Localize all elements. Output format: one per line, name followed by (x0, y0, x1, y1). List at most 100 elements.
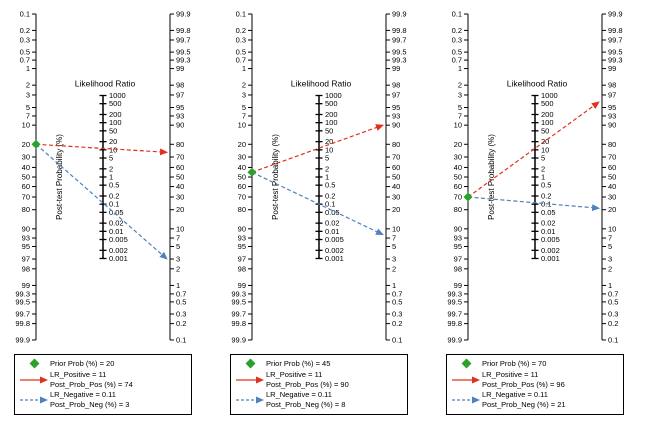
legend-row-pretest: Prior Prob (%) = 20 (18, 358, 187, 369)
pretest-marker (247, 167, 257, 177)
svg-text:1: 1 (325, 173, 329, 182)
svg-text:10: 10 (176, 224, 184, 233)
svg-text:80: 80 (22, 205, 30, 214)
lr-negative-line (35, 143, 168, 260)
svg-text:100: 100 (325, 118, 338, 127)
svg-text:93: 93 (22, 234, 30, 243)
legend-pretest-label: Prior Prob (%) = 70 (482, 359, 547, 368)
svg-text:99.7: 99.7 (15, 310, 30, 319)
svg-text:97: 97 (22, 255, 30, 264)
svg-text:0.01: 0.01 (325, 227, 340, 236)
svg-text:98: 98 (608, 81, 616, 90)
lr-positive-arrow-icon (450, 375, 482, 385)
svg-text:0.002: 0.002 (325, 246, 344, 255)
svg-text:0.5: 0.5 (392, 297, 402, 306)
svg-text:500: 500 (541, 99, 554, 108)
svg-text:80: 80 (454, 205, 462, 214)
svg-text:3: 3 (26, 90, 30, 99)
legend-lr-negative-label: LR_Negative = 0.11 Post_Prob_Neg (%) = 3 (50, 390, 130, 409)
svg-text:95: 95 (22, 242, 30, 251)
svg-text:200: 200 (325, 110, 338, 119)
svg-text:2: 2 (109, 164, 113, 173)
svg-text:30: 30 (176, 192, 184, 201)
svg-text:99.5: 99.5 (231, 297, 246, 306)
legend-lr-positive-label: LR_Positive = 11 Post_Prob_Pos (%) = 96 (482, 369, 565, 389)
svg-text:0.2: 0.2 (236, 26, 246, 35)
legend-row-lr-negative: LR_Negative = 0.11 Post_Prob_Neg (%) = 2… (450, 390, 619, 410)
svg-text:50: 50 (22, 173, 30, 182)
svg-text:0.5: 0.5 (452, 48, 462, 57)
svg-text:80: 80 (608, 140, 616, 149)
svg-text:60: 60 (176, 163, 184, 172)
lr-negative-line (467, 196, 600, 212)
svg-text:0.7: 0.7 (236, 56, 246, 65)
svg-text:97: 97 (454, 255, 462, 264)
svg-text:40: 40 (608, 182, 616, 191)
svg-text:5: 5 (26, 103, 30, 112)
svg-text:0.01: 0.01 (541, 227, 556, 236)
svg-text:2: 2 (458, 81, 462, 90)
nomogram-plot: 0.10.20.30.50.71235710203040506070809093… (15, 10, 191, 345)
svg-text:0.005: 0.005 (109, 235, 128, 244)
nomogram-panel-1: 0.1 0.2 0.3 0.5 0.7 1 2 3 5 7 10 20 30 40 50 60 70 80 90 93… (0, 0, 216, 441)
svg-text:40: 40 (22, 163, 30, 172)
svg-text:99.9: 99.9 (176, 10, 191, 19)
svg-text:70: 70 (608, 153, 616, 162)
svg-text:90: 90 (176, 121, 184, 130)
svg-text:1: 1 (109, 173, 113, 182)
pretest-marker-icon (234, 358, 266, 369)
svg-text:99.8: 99.8 (15, 319, 30, 328)
svg-text:99.5: 99.5 (15, 297, 30, 306)
svg-text:0.02: 0.02 (541, 219, 556, 228)
svg-text:3: 3 (242, 90, 246, 99)
svg-text:70: 70 (238, 192, 246, 201)
legend-pretest-label: Prior Prob (%) = 20 (50, 359, 115, 368)
legend-row-pretest: Prior Prob (%) = 70 (450, 358, 619, 369)
svg-text:99.7: 99.7 (392, 35, 407, 44)
svg-text:1000: 1000 (541, 91, 558, 100)
svg-text:50: 50 (109, 126, 117, 135)
svg-text:60: 60 (392, 163, 400, 172)
svg-text:30: 30 (392, 192, 400, 201)
svg-text:0.2: 0.2 (176, 319, 186, 328)
svg-text:90: 90 (238, 224, 246, 233)
pretest-marker (463, 192, 473, 202)
svg-text:98: 98 (176, 81, 184, 90)
svg-text:0.7: 0.7 (176, 289, 186, 298)
legend-lr-negative-label: LR_Negative = 0.11 Post_Prob_Neg (%) = 2… (482, 390, 566, 409)
svg-text:50: 50 (238, 173, 246, 182)
svg-text:0.005: 0.005 (325, 235, 344, 244)
svg-text:97: 97 (238, 255, 246, 264)
svg-text:10: 10 (22, 121, 30, 130)
svg-text:99.3: 99.3 (392, 56, 407, 65)
svg-text:0.2: 0.2 (608, 319, 618, 328)
svg-text:98: 98 (238, 264, 246, 273)
svg-text:1: 1 (608, 281, 612, 290)
likelihood-ratio-axis: 10005002001005020105210.50.20.10.050.020… (315, 91, 344, 263)
svg-text:97: 97 (608, 90, 616, 99)
svg-text:93: 93 (238, 234, 246, 243)
svg-text:60: 60 (238, 182, 246, 191)
svg-text:93: 93 (392, 111, 400, 120)
svg-text:0.2: 0.2 (541, 191, 551, 200)
legend-row-pretest: Prior Prob (%) = 45 (234, 358, 403, 369)
svg-text:40: 40 (392, 182, 400, 191)
nomogram-panel-2: 0.1 0.2 0.3 0.5 0.7 1 2 3 5 7 10 20 30 40 50 60 70 80 90 93… (216, 0, 432, 441)
svg-text:99.5: 99.5 (392, 48, 407, 57)
svg-text:99.5: 99.5 (608, 48, 623, 57)
svg-text:0.2: 0.2 (392, 319, 402, 328)
svg-text:0.1: 0.1 (176, 335, 186, 344)
svg-text:99: 99 (22, 281, 30, 290)
svg-text:0.1: 0.1 (392, 335, 402, 344)
legend-row-lr-positive: LR_Positive = 11 Post_Prob_Pos (%) = 74 (18, 370, 187, 390)
legend-row-lr-negative: LR_Negative = 0.11 Post_Prob_Neg (%) = 3 (18, 390, 187, 410)
legend-lr-positive-label: LR_Positive = 11 Post_Prob_Pos (%) = 90 (266, 369, 349, 389)
svg-text:10: 10 (109, 145, 117, 154)
svg-text:20: 20 (454, 140, 462, 149)
svg-text:20: 20 (392, 205, 400, 214)
svg-text:10: 10 (238, 121, 246, 130)
